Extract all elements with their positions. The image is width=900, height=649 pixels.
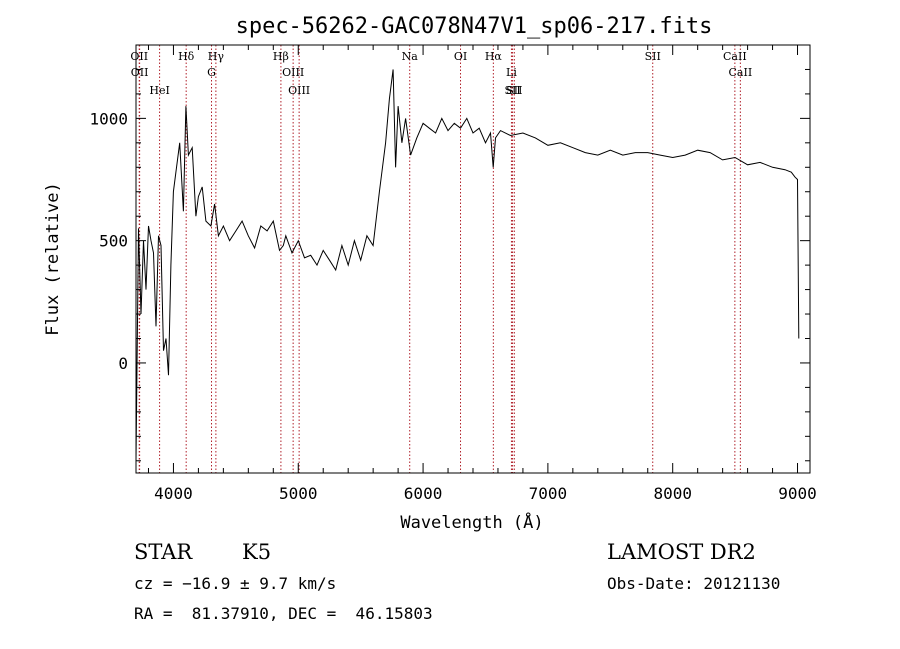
- spectral-line-label: Hα: [485, 50, 503, 63]
- spectral-line-label: SII: [645, 50, 661, 63]
- spectral-line-label: SII: [504, 84, 520, 97]
- spectral-line-label: OI: [454, 50, 467, 63]
- y-axis-ticks: 0 500 1000: [89, 44, 810, 462]
- spectrum-series-line: [135, 69, 800, 461]
- x-axis-ticks: 4000 5000 6000 7000 8000 9000: [147, 45, 817, 503]
- object-subclass: K5: [242, 540, 272, 564]
- y-axis-label: Flux (relative): [43, 182, 63, 336]
- spectral-line-label: Hδ: [178, 50, 195, 63]
- x-tick-label: 6000: [404, 484, 443, 503]
- x-tick-label: 4000: [154, 484, 193, 503]
- spectral-line-label: HeI: [149, 84, 169, 97]
- spectral-line-label: SII: [506, 84, 522, 97]
- spectral-line-label: G: [207, 66, 216, 79]
- y-tick-label: 1000: [89, 109, 128, 128]
- plot-frame: [135, 44, 811, 474]
- survey-label: LAMOST DR2: [607, 540, 756, 564]
- spectral-line-label: Na: [402, 50, 419, 63]
- y-tick-label: 0: [118, 354, 128, 373]
- spectral-line-label: Hβ: [273, 50, 289, 63]
- spectral-line-label: OIII: [282, 66, 304, 79]
- spectral-line-label: OII: [130, 50, 148, 63]
- x-tick-label: 7000: [529, 484, 568, 503]
- spectral-line-label: OII: [131, 66, 149, 79]
- x-tick-label: 5000: [279, 484, 318, 503]
- x-tick-label: 9000: [778, 484, 817, 503]
- spectral-line-label: OIII: [288, 84, 310, 97]
- x-axis-label: Wavelength (Å): [400, 511, 543, 533]
- chart-title: spec-56262-GAC078N47V1_sp06-217.fits: [236, 14, 713, 39]
- spectral-line-label: CaII: [723, 50, 747, 63]
- spectral-line-markers: [138, 45, 741, 473]
- redshift-cz: cz = −16.9 ± 9.7 km/s: [134, 574, 337, 593]
- y-tick-label: 500: [99, 232, 128, 251]
- ra-dec: RA = 81.37910, DEC = 46.15803: [134, 604, 433, 623]
- spectral-line-label: CaII: [729, 66, 753, 79]
- spectral-line-label: Hγ: [208, 50, 225, 63]
- x-tick-label: 8000: [653, 484, 692, 503]
- spectral-line-label: Li: [506, 66, 517, 79]
- object-class: STAR: [134, 540, 193, 564]
- obs-date: Obs-Date: 20121130: [607, 574, 781, 593]
